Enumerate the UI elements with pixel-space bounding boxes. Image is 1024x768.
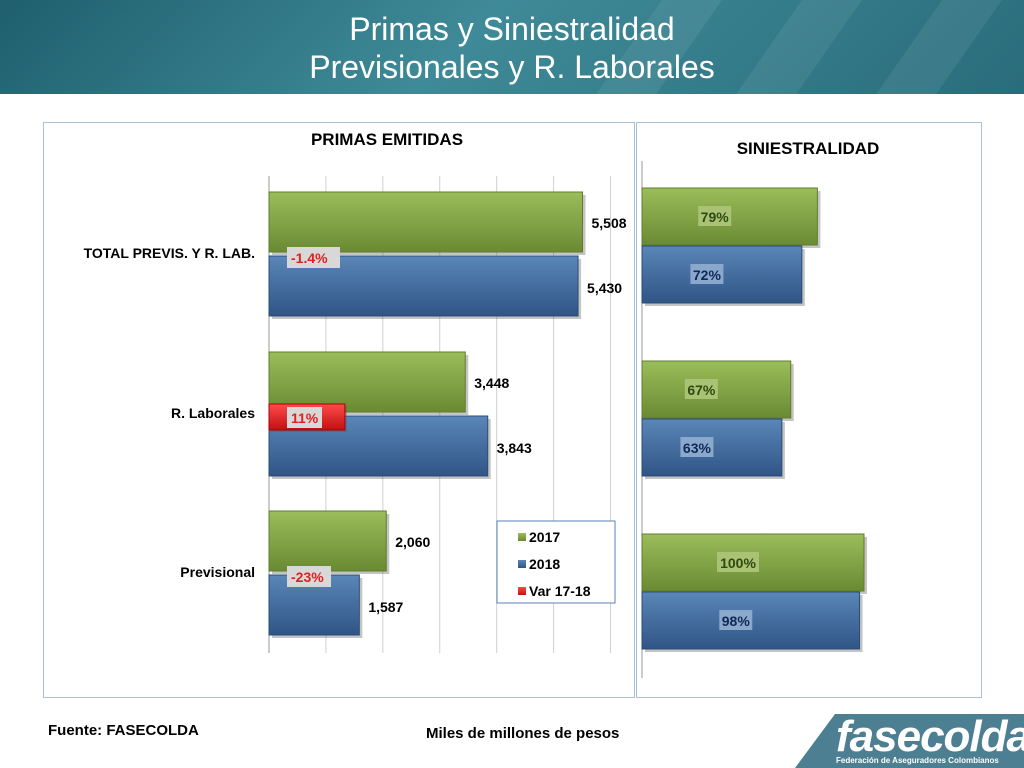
- legend-swatch: [518, 560, 526, 568]
- data-label-2017: 100%: [720, 555, 756, 571]
- data-label-2018: 63%: [683, 440, 712, 456]
- bar-2017: [268, 351, 466, 413]
- footer-units: Miles de millones de pesos: [426, 725, 620, 742]
- var-label-bg: [287, 247, 340, 268]
- data-label-bg: [698, 206, 732, 226]
- legend-swatch: [518, 587, 526, 595]
- legend-entry: 2017: [529, 529, 560, 545]
- data-label-2018: 98%: [722, 613, 751, 629]
- siniestralidad-title: SINIESTRALIDAD: [737, 139, 880, 158]
- legend-swatch: [518, 533, 526, 541]
- fasecolda-logo: fasecolda: [836, 712, 1024, 761]
- siniestralidad-chart: SINIESTRALIDAD 79% 72% 67% 63% 100% 98%: [641, 139, 880, 678]
- header-banner: Primas y Siniestralidad Previsionales y …: [0, 0, 1024, 94]
- legend-entry: Var 17-18: [529, 583, 591, 599]
- data-label-2018: 72%: [693, 267, 722, 283]
- siniestralidad-panel: SINIESTRALIDAD 79% 72% 67% 63% 100% 98%: [636, 122, 982, 698]
- data-label-bg: [719, 610, 753, 630]
- legend-entry: 2018: [529, 556, 560, 572]
- legend: 2017 2018 Var 17-18: [496, 520, 616, 604]
- category-label: TOTAL PREVIS. Y R. LAB.: [84, 245, 255, 261]
- footer-source: Fuente: FASECOLDA: [48, 722, 199, 739]
- data-label-2017: 79%: [701, 209, 730, 225]
- data-label-2017: 3,448: [474, 375, 509, 391]
- data-label-2018: 5,430: [587, 280, 622, 296]
- data-label-var: -23%: [291, 569, 324, 585]
- title-line-1: Primas y Siniestralidad: [349, 11, 675, 47]
- logo-tagline: Federación de Aseguradores Colombianos: [836, 756, 999, 765]
- primas-chart: PRIMAS EMITIDAS TOTAL PREVIS. Y R. LAB. 5,…: [84, 130, 627, 653]
- data-label-bg: [690, 264, 724, 284]
- data-label-2017: 67%: [687, 382, 716, 398]
- data-label-2018: 1,587: [368, 599, 403, 615]
- page-title: Primas y Siniestralidad Previsionales y …: [0, 10, 1024, 86]
- var-label-bg: [287, 566, 331, 587]
- data-label-2017: 2,060: [395, 534, 430, 550]
- category-label: Previsional: [180, 564, 255, 580]
- bar-2017: [268, 510, 387, 572]
- data-label-var: 11%: [291, 410, 319, 426]
- data-label-bg: [680, 437, 714, 457]
- logo-band: [795, 714, 1024, 768]
- primas-title: PRIMAS EMITIDAS: [311, 130, 463, 149]
- bar-2017: [268, 191, 583, 253]
- data-label-2017: 5,508: [592, 215, 627, 231]
- var-label-bg: [287, 407, 322, 428]
- data-label-bg: [717, 552, 759, 572]
- title-line-2: Previsionales y R. Laborales: [309, 49, 715, 85]
- data-label-var: -1.4%: [291, 250, 328, 266]
- primas-panel: PRIMAS EMITIDAS TOTAL PREVIS. Y R. LAB. 5,…: [43, 122, 635, 698]
- legend-box: [496, 520, 616, 604]
- data-label-2018: 3,843: [497, 440, 532, 456]
- data-label-bg: [684, 379, 718, 399]
- bar-2018: [268, 255, 579, 317]
- category-label: R. Laborales: [171, 405, 255, 421]
